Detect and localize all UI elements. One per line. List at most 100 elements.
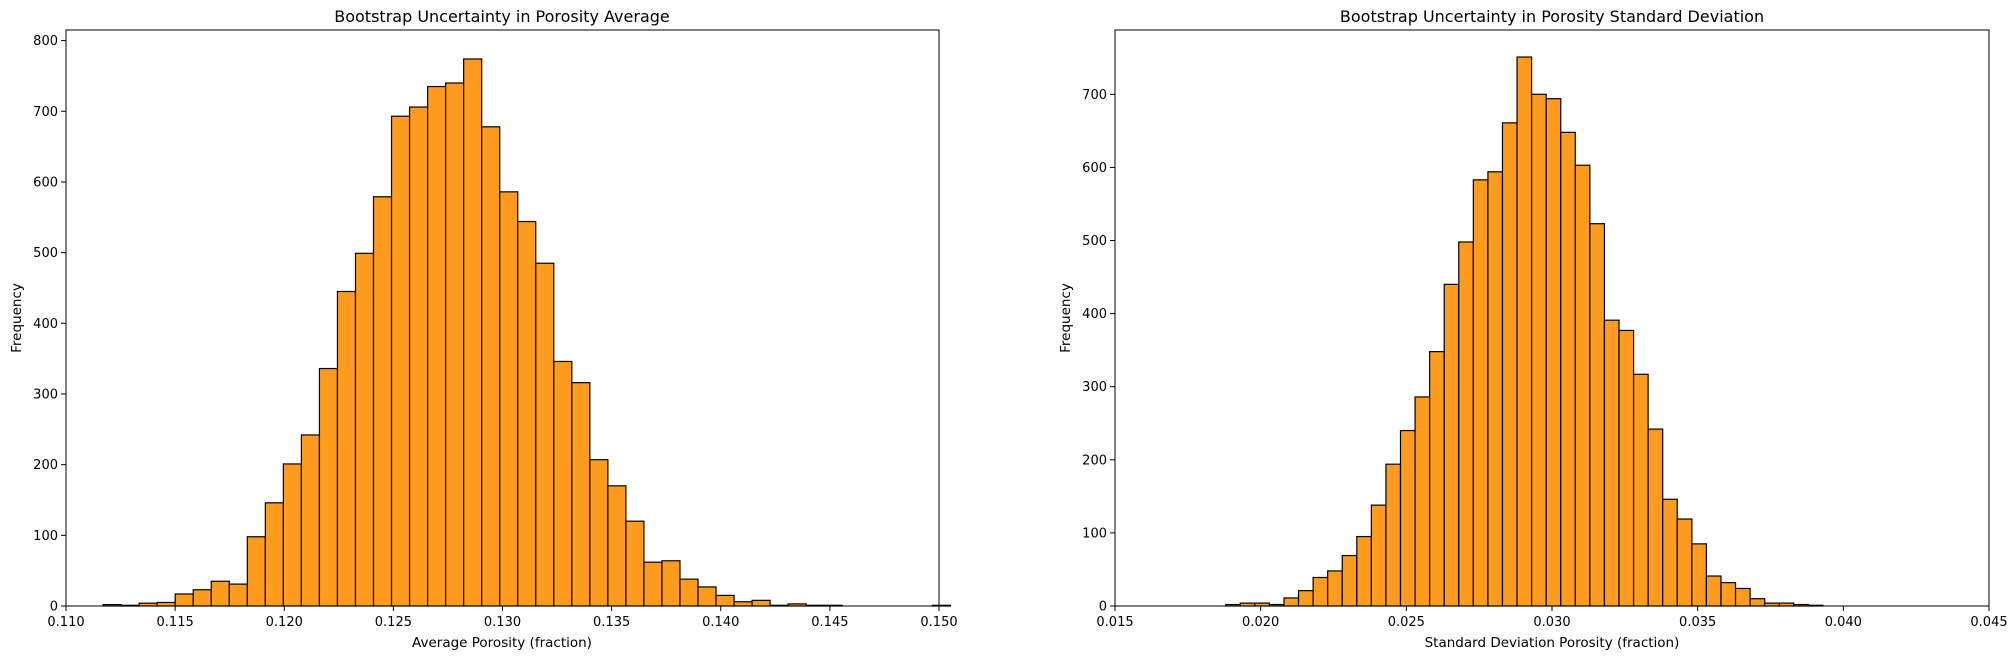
histogram-bar (1472, 179, 1489, 607)
histogram-bar (733, 601, 753, 607)
histogram-bar (1399, 429, 1416, 607)
histogram-bar (1734, 587, 1751, 607)
histogram-porosity-average: Bootstrap Uncertainty in Porosity Averag… (9, 7, 958, 651)
histogram-bar (336, 290, 357, 607)
y-tick-label: 0 (50, 600, 58, 615)
histogram-bar (589, 459, 609, 607)
x-tick-label: 0.030 (1533, 615, 1570, 630)
x-tick-label: 0.125 (375, 615, 412, 630)
histogram-bar (697, 586, 717, 607)
histogram-bar (1691, 543, 1708, 607)
y-tick-label: 400 (33, 317, 58, 332)
histogram-bar (1414, 396, 1431, 607)
histogram-bar (553, 360, 573, 607)
histogram-bar (228, 583, 248, 607)
histogram-bar (1312, 576, 1329, 607)
histogram-bar (192, 589, 212, 607)
histogram-bar (463, 58, 483, 607)
histogram-bar (1458, 241, 1474, 607)
histogram-bar (715, 594, 735, 607)
histogram-bar (282, 463, 303, 607)
x-tick-label: 0.040 (1825, 615, 1862, 630)
histogram-bar (1618, 329, 1635, 607)
histogram-bar (390, 115, 411, 607)
x-axis-label: Standard Deviation Porosity (fraction) (1425, 635, 1680, 651)
histogram-bar (1297, 590, 1314, 607)
histogram-bar (408, 106, 429, 607)
histogram-bar (661, 560, 681, 607)
histogram-bar (354, 252, 375, 607)
histogram-porosity-std: Bootstrap Uncertainty in Porosity Standa… (1058, 7, 2008, 651)
histogram-bar (571, 382, 591, 607)
y-tick-label: 100 (1082, 526, 1107, 541)
histogram-bar (625, 520, 645, 607)
histogram-bar (679, 578, 699, 607)
histogram-bar (210, 580, 230, 607)
histogram-bar (1429, 351, 1445, 607)
y-tick-label: 500 (1082, 234, 1107, 249)
histogram-bar (607, 485, 627, 607)
y-tick-label: 200 (1082, 453, 1107, 468)
x-tick-label: 0.120 (266, 615, 303, 630)
y-axis-label: Frequency (9, 283, 25, 353)
y-tick-label: 600 (33, 175, 58, 190)
histogram-bar (445, 82, 465, 607)
x-tick-label: 0.135 (593, 615, 630, 630)
y-tick-label: 100 (33, 529, 58, 544)
plot-frame (1114, 29, 1990, 607)
histogram-bar (1603, 319, 1620, 607)
chart-title: Bootstrap Uncertainty in Porosity Averag… (334, 7, 670, 26)
histogram-bar (426, 85, 447, 607)
histogram-bar (1720, 582, 1737, 607)
histogram-bar (1370, 504, 1387, 607)
x-tick-label: 0.025 (1388, 615, 1425, 630)
x-axis-label: Average Porosity (fraction) (412, 635, 592, 651)
histogram-bar (1545, 98, 1562, 607)
histogram-bar (499, 191, 519, 607)
y-tick-label: 400 (1082, 307, 1107, 322)
histogram-bar (1632, 373, 1649, 607)
histogram-bar (1560, 131, 1576, 607)
y-tick-label: 300 (33, 387, 58, 402)
histogram-bar (1327, 570, 1343, 607)
histogram-bar (246, 536, 266, 607)
y-ticks: 0 100 200 300 400 500 600 700 (1082, 88, 1115, 615)
x-tick-label: 0.015 (1096, 615, 1133, 630)
histogram-bar (174, 593, 194, 607)
y-tick-label: 600 (1082, 161, 1107, 176)
histogram-bar (1705, 575, 1722, 607)
x-ticks: 0.015 0.020 0.025 0.030 0.035 0.040 0.045 (1096, 606, 2008, 630)
histogram-bar (1531, 93, 1547, 607)
plot-frame (65, 29, 940, 607)
histogram-bar (1385, 463, 1402, 607)
histogram-bar (517, 220, 537, 607)
y-tick-label: 700 (33, 105, 58, 120)
histogram-bar (1516, 56, 1533, 607)
histogram-bar (318, 367, 339, 607)
x-tick-label: 0.150 (920, 615, 957, 630)
histogram-bar (1676, 518, 1693, 607)
y-tick-label: 300 (1082, 380, 1107, 395)
x-tick-label: 0.110 (47, 615, 84, 630)
histogram-bar (1356, 535, 1372, 607)
histogram-bar (1283, 597, 1300, 607)
histogram-bar (1443, 283, 1460, 607)
bars (102, 58, 951, 607)
x-tick-label: 0.045 (1970, 615, 2007, 630)
histogram-bar (1749, 598, 1766, 607)
histogram-bar (372, 196, 393, 607)
histogram-bar (1574, 164, 1591, 607)
y-tick-label: 0 (1099, 600, 1107, 615)
x-tick-label: 0.115 (157, 615, 194, 630)
histogram-bar (751, 599, 771, 607)
x-tick-label: 0.035 (1679, 615, 1716, 630)
histogram-bar (481, 126, 501, 607)
histogram-bar (1662, 498, 1678, 607)
histogram-bar (1341, 554, 1358, 607)
histogram-bar (1647, 428, 1664, 607)
x-tick-label: 0.145 (811, 615, 848, 630)
histogram-bar (535, 262, 555, 607)
histogram-bar (264, 502, 284, 607)
y-tick-label: 800 (33, 34, 58, 49)
